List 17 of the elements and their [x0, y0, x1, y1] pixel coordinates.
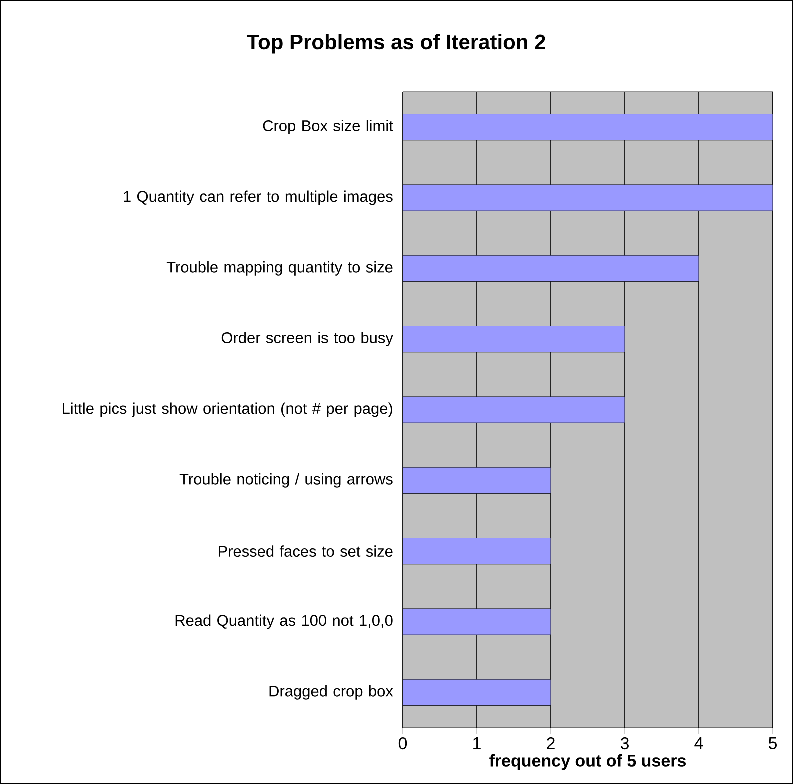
- x-tick-label: 1: [474, 738, 481, 750]
- y-tick-label: Trouble noticing / using arrows: [180, 473, 393, 488]
- y-tick-label: 1 Quantity can refer to multiple images: [124, 190, 393, 206]
- x-tick-label: 4: [694, 738, 704, 750]
- y-tick-label: Little pics just show orientation (not # per page): [63, 402, 392, 418]
- y-tick-label: Pressed faces to set size: [218, 546, 393, 558]
- x-tick-label: 3: [620, 738, 629, 750]
- chart-title: Top Problems as of Iteration 2: [246, 34, 546, 54]
- x-axis-title: frequency out of 5 users: [490, 754, 686, 770]
- y-tick-label: Crop Box size limit: [263, 120, 394, 135]
- y-tick-label: Read Quantity as 100 not 1,0,0: [176, 614, 393, 630]
- y-tick-label: Trouble mapping quantity to size: [166, 261, 393, 276]
- x-tick-label: 0: [398, 738, 408, 750]
- y-tick-label: Dragged crop box: [270, 685, 394, 700]
- x-tick-label: 5: [768, 738, 777, 750]
- x-tick-label: 2: [547, 738, 555, 750]
- y-tick-label: Order screen is too busy: [222, 332, 394, 347]
